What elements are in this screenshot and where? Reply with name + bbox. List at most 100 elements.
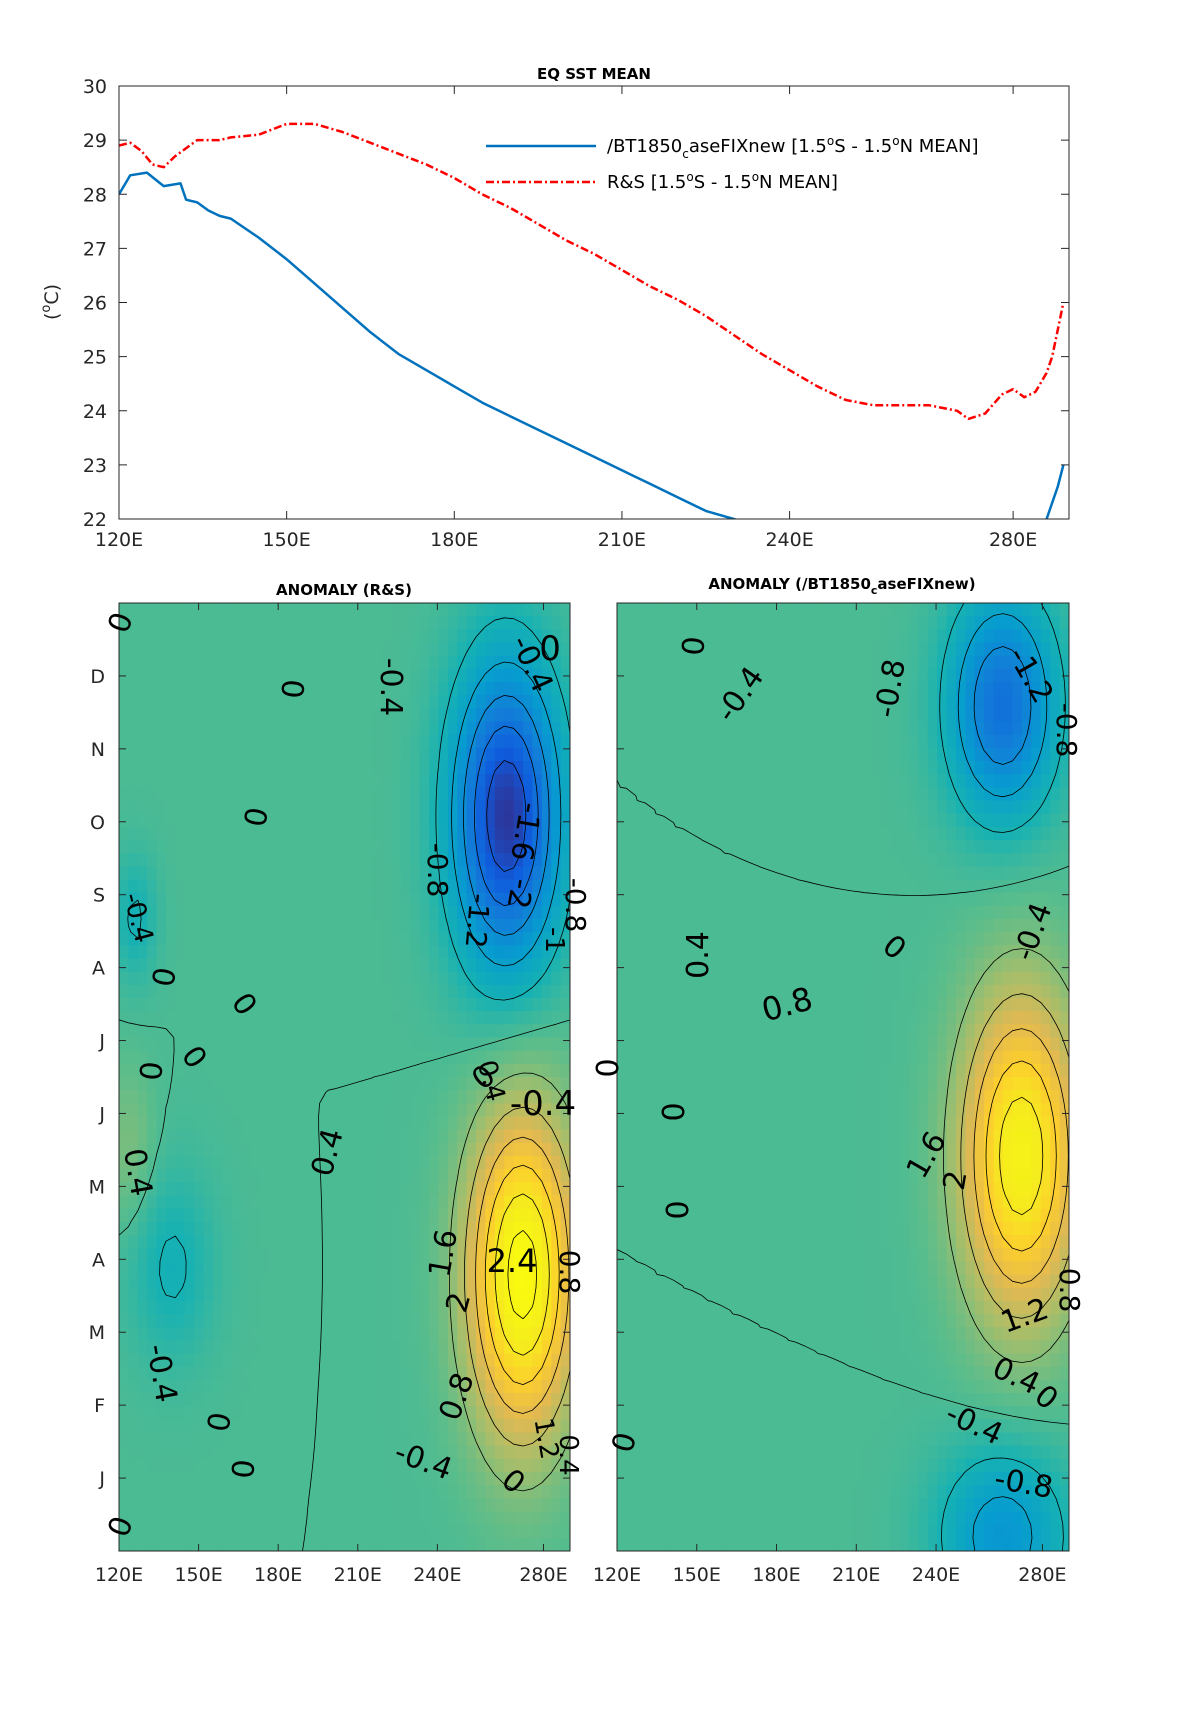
heat-cell xyxy=(278,826,289,841)
heat-cell xyxy=(363,1037,374,1052)
heat-cell xyxy=(194,1498,205,1513)
heat-cell xyxy=(410,761,421,775)
heat-cell xyxy=(532,761,543,775)
heat-cell xyxy=(476,1235,487,1249)
heat-cell xyxy=(156,1498,167,1513)
heat-cell xyxy=(551,971,562,986)
heat-cell xyxy=(147,1011,158,1025)
heat-cell xyxy=(297,721,308,736)
heat-cell xyxy=(297,1511,308,1526)
heat-cell xyxy=(156,840,167,854)
heat-cell xyxy=(175,1024,186,1039)
heat-cell xyxy=(476,1195,487,1210)
heat-cell xyxy=(485,919,496,933)
heat-cell xyxy=(288,919,299,933)
heat-cell xyxy=(541,958,552,973)
heat-cell xyxy=(890,958,901,973)
heat-cell xyxy=(410,1353,421,1368)
heat-cell xyxy=(344,892,355,907)
heat-cell xyxy=(523,1129,534,1144)
heat-cell xyxy=(335,1393,346,1407)
heat-cell xyxy=(457,1103,468,1118)
heat-cell xyxy=(306,721,317,736)
heat-cell xyxy=(1012,629,1023,644)
heat-cell xyxy=(457,1011,468,1025)
heat-cell xyxy=(682,945,693,960)
heat-cell xyxy=(880,747,891,762)
heat-cell xyxy=(626,866,637,881)
heat-cell xyxy=(184,1248,195,1262)
heat-cell xyxy=(344,1300,355,1315)
heat-cell xyxy=(1050,919,1061,933)
heat-cell xyxy=(861,826,872,841)
heat-cell xyxy=(673,813,684,828)
heat-cell xyxy=(654,721,665,736)
heat-cell xyxy=(316,866,327,881)
heat-cell xyxy=(504,1537,515,1551)
heat-cell xyxy=(551,1037,562,1052)
heat-cell xyxy=(871,668,882,683)
heat-cell xyxy=(438,932,449,946)
heat-cell xyxy=(560,747,570,762)
heat-cell xyxy=(635,853,646,867)
heat-cell xyxy=(692,813,703,828)
heat-cell xyxy=(682,813,693,828)
heat-cell xyxy=(316,655,327,670)
heat-cell xyxy=(419,945,430,960)
heat-cell xyxy=(664,840,675,854)
legend-label-model: /BT1850caseFIXnew [1.5oS - 1.5oN MEAN] xyxy=(607,134,978,161)
heat-cell xyxy=(748,905,759,920)
heat-cell xyxy=(231,958,242,973)
heat-cell xyxy=(541,1445,552,1460)
heat-cell xyxy=(419,721,430,736)
heat-cell xyxy=(184,1445,195,1460)
heat-cell xyxy=(447,1366,458,1381)
heat-cell xyxy=(946,603,957,617)
heat-cell xyxy=(372,1366,383,1381)
heat-cell xyxy=(758,840,769,854)
heat-cell xyxy=(956,734,967,749)
heat-cell xyxy=(306,616,317,630)
heat-cell xyxy=(965,708,976,723)
heat-cell xyxy=(325,1340,336,1355)
heat-cell xyxy=(438,1156,449,1170)
heat-cell xyxy=(927,708,938,723)
heat-cell xyxy=(513,1458,524,1473)
heat-cell xyxy=(504,1090,515,1104)
heat-cell xyxy=(147,1524,158,1539)
heat-cell xyxy=(400,1235,411,1249)
heat-cell xyxy=(701,787,712,802)
heat-cell xyxy=(457,1050,468,1065)
heat-cell xyxy=(541,1090,552,1104)
heat-cell xyxy=(316,971,327,986)
heat-cell xyxy=(306,1129,317,1144)
heat-cell xyxy=(335,879,346,894)
heat-cell xyxy=(532,800,543,815)
heat-cell xyxy=(184,1037,195,1052)
heat-cell xyxy=(297,1458,308,1473)
heat-cell xyxy=(532,616,543,630)
heat-cell xyxy=(682,734,693,749)
heat-cell xyxy=(316,1511,327,1526)
heat-cell xyxy=(551,1208,562,1223)
heat-cell xyxy=(372,958,383,973)
heat-cell xyxy=(353,787,364,802)
heat-cell xyxy=(391,1379,402,1394)
heat-cell xyxy=(165,1300,176,1315)
heat-cell xyxy=(241,1011,252,1025)
heat-cell xyxy=(128,629,139,644)
heat-cell xyxy=(560,813,570,828)
heat-cell xyxy=(965,668,976,683)
heat-cell xyxy=(664,800,675,815)
heat-cell xyxy=(372,1261,383,1276)
heat-cell xyxy=(1040,708,1051,723)
heat-cell xyxy=(119,1221,129,1236)
heat-cell xyxy=(222,1458,233,1473)
heat-cell xyxy=(466,1379,477,1394)
heat-cell xyxy=(438,1366,449,1381)
heat-cell xyxy=(956,853,967,867)
heat-cell xyxy=(795,603,806,617)
heat-cell xyxy=(297,826,308,841)
heat-cell xyxy=(353,1432,364,1447)
heat-cell xyxy=(353,1511,364,1526)
